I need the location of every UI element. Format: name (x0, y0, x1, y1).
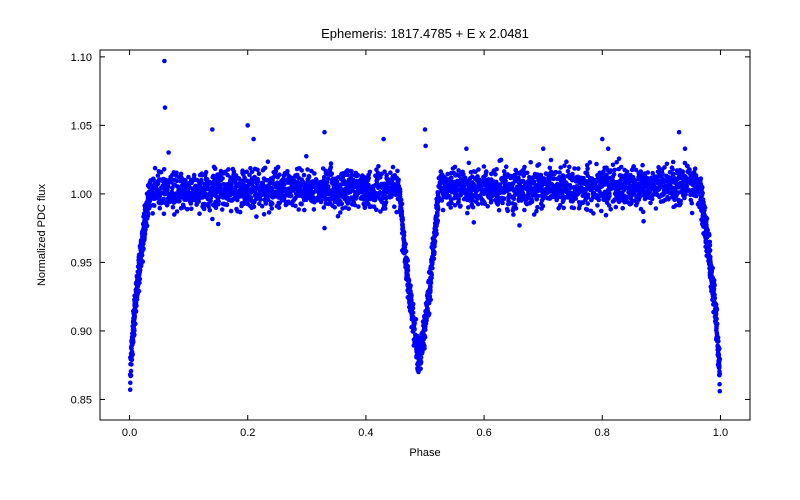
scatter-chart: 0.0 0.2 0.4 0.6 0.8 1.0 0.85 0.90 0.95 1.00 1.05 1.… (0, 0, 800, 500)
ytick-label: 0.90 (71, 326, 92, 338)
chart-container: 0.0 0.2 0.4 0.6 0.8 1.0 0.85 0.90 0.95 1.00 1.05 1.… (0, 0, 800, 500)
x-axis-label: Phase (409, 447, 440, 459)
ytick-label: 1.05 (71, 120, 92, 132)
ytick-label: 1.10 (71, 52, 92, 64)
scatter-points (128, 59, 722, 394)
ytick-label: 1.00 (71, 189, 92, 201)
chart-title: Ephemeris: 1817.4785 + E x 2.0481 (321, 26, 529, 41)
xtick-label: 0.4 (358, 427, 373, 439)
xtick-label: 0.8 (595, 427, 610, 439)
xtick-label: 1.0 (713, 427, 728, 439)
y-axis-label: Normalized PDC flux (36, 183, 48, 286)
xtick-label: 0.6 (476, 427, 491, 439)
ytick-label: 0.85 (71, 394, 92, 406)
plot-border (100, 50, 750, 420)
xtick-label: 0.0 (122, 427, 137, 439)
ytick-label: 0.95 (71, 257, 92, 269)
xtick-label: 0.2 (240, 427, 255, 439)
